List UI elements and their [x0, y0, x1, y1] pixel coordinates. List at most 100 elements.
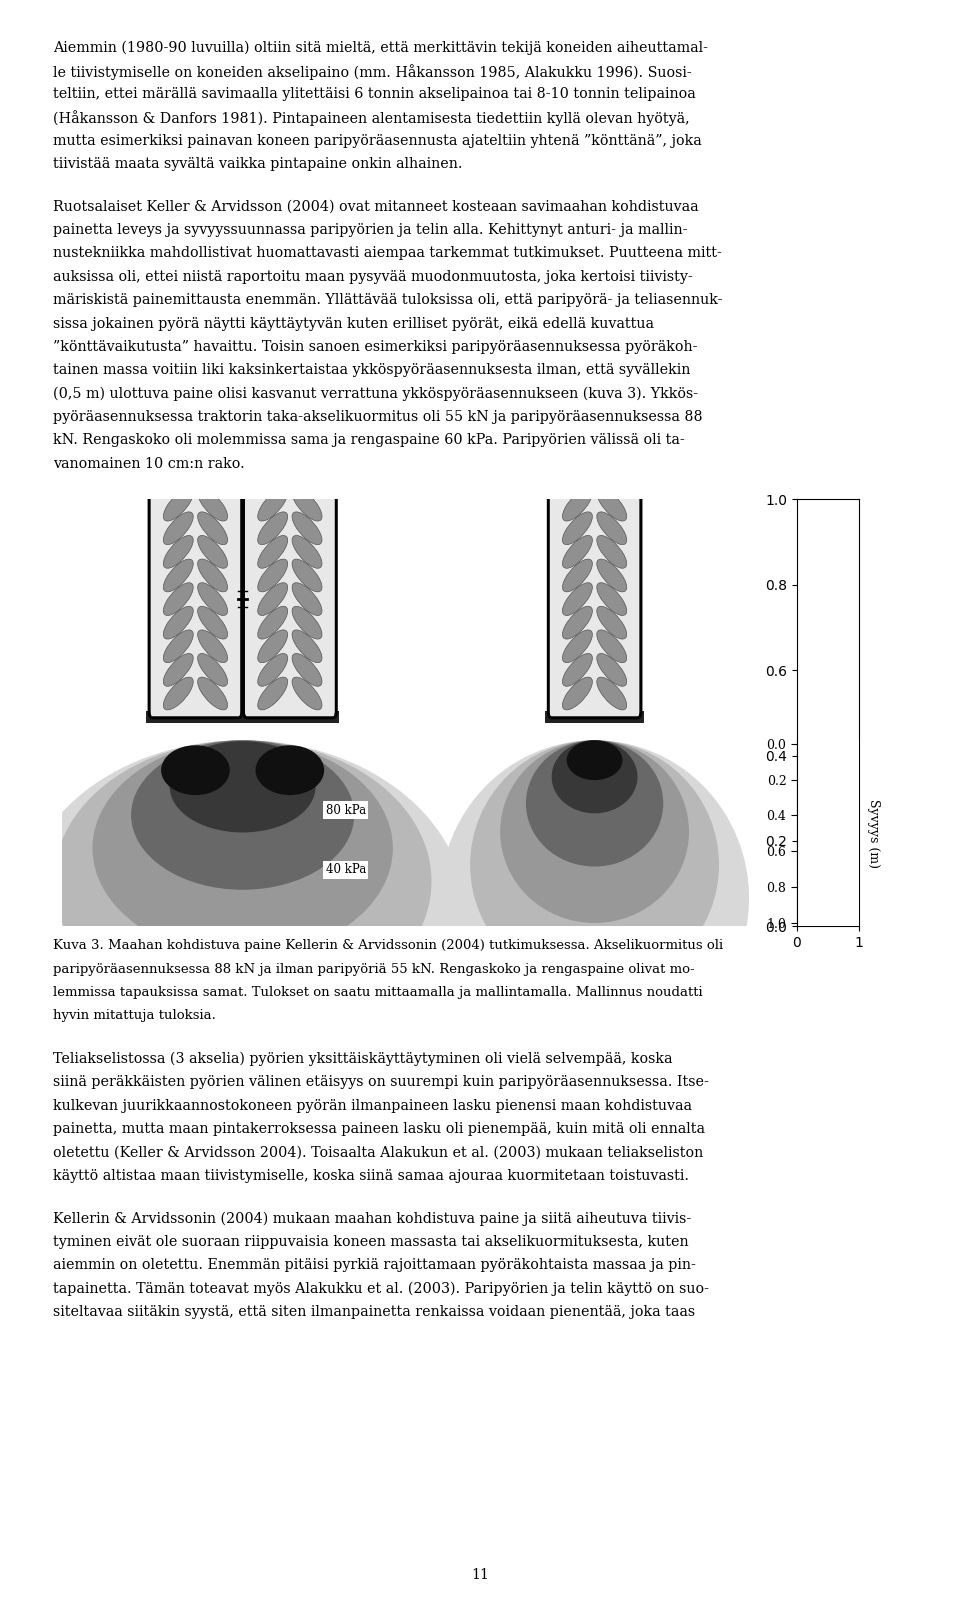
Text: Ruotsalaiset Keller & Arvidsson (2004) ovat mitanneet kosteaan savimaahan kohdis: Ruotsalaiset Keller & Arvidsson (2004) o…: [53, 200, 699, 214]
Ellipse shape: [470, 741, 719, 989]
Ellipse shape: [198, 512, 228, 545]
Ellipse shape: [597, 606, 627, 640]
Ellipse shape: [198, 654, 228, 686]
Ellipse shape: [132, 741, 354, 889]
Ellipse shape: [163, 512, 193, 545]
Ellipse shape: [597, 559, 627, 591]
Text: märiskistä painemittausta enemmän. Yllättävää tuloksissa oli, että paripyörä- ja: märiskistä painemittausta enemmän. Yllät…: [53, 293, 722, 308]
Ellipse shape: [292, 488, 322, 520]
Text: paripyöräasennuksessa 88 kN ja ilman paripyöriä 55 kN. Rengaskoko ja rengaspaine: paripyöräasennuksessa 88 kN ja ilman par…: [53, 962, 694, 976]
Ellipse shape: [292, 583, 322, 615]
Ellipse shape: [597, 488, 627, 520]
Text: Kellerin & Arvidssonin (2004) mukaan maahan kohdistuva paine ja siitä aiheutuva : Kellerin & Arvidssonin (2004) mukaan maa…: [53, 1211, 691, 1226]
Text: kN. Rengaskoko oli molemmissa sama ja rengaspaine 60 kPa. Paripyörien välissä ol: kN. Rengaskoko oli molemmissa sama ja re…: [53, 433, 684, 448]
Text: hyvin mitattuja tuloksia.: hyvin mitattuja tuloksia.: [53, 1008, 216, 1023]
Ellipse shape: [198, 535, 228, 569]
Ellipse shape: [198, 583, 228, 615]
Ellipse shape: [563, 559, 592, 591]
Ellipse shape: [563, 677, 592, 710]
Text: nustekniikka mahdollistivat huomattavasti aiempaa tarkemmat tutkimukset. Puuttee: nustekniikka mahdollistivat huomattavast…: [53, 246, 722, 261]
Ellipse shape: [597, 535, 627, 569]
Bar: [146, 710, 339, 723]
Text: auksissa oli, ettei niistä raportoitu maan pysyvää muodonmuutosta, joka kertoisi: auksissa oli, ettei niistä raportoitu ma…: [53, 269, 692, 284]
Ellipse shape: [597, 583, 627, 615]
Ellipse shape: [257, 512, 288, 545]
Text: siteltavaa siitäkin syystä, että siten ilmanpainetta renkaissa voidaan pienentää: siteltavaa siitäkin syystä, että siten i…: [53, 1305, 695, 1319]
Ellipse shape: [257, 559, 288, 591]
Ellipse shape: [54, 741, 431, 1023]
Text: aiemmin on oletettu. Enemmän pitäisi pyrkiä rajoittamaan pyöräkohtaista massaa j: aiemmin on oletettu. Enemmän pitäisi pyr…: [53, 1258, 696, 1273]
Ellipse shape: [292, 630, 322, 662]
Y-axis label: Syvyys (m): Syvyys (m): [867, 799, 880, 868]
Ellipse shape: [163, 677, 193, 710]
Ellipse shape: [257, 606, 288, 640]
Ellipse shape: [292, 606, 322, 640]
Text: painetta leveys ja syvyyssuunnassa paripyörien ja telin alla. Kehittynyt anturi-: painetta leveys ja syvyyssuunnassa parip…: [53, 222, 687, 237]
Ellipse shape: [161, 746, 229, 796]
Ellipse shape: [563, 654, 592, 686]
Ellipse shape: [563, 606, 592, 640]
Ellipse shape: [198, 559, 228, 591]
Ellipse shape: [257, 488, 288, 520]
Ellipse shape: [163, 606, 193, 640]
Ellipse shape: [292, 512, 322, 545]
Ellipse shape: [292, 559, 322, 591]
Ellipse shape: [597, 677, 627, 710]
Bar: [545, 710, 644, 723]
Ellipse shape: [563, 488, 592, 520]
Ellipse shape: [257, 677, 288, 710]
FancyBboxPatch shape: [244, 480, 336, 719]
Text: Teliakselistossa (3 akselia) pyörien yksittäiskäyttäytyminen oli vielä selvempää: Teliakselistossa (3 akselia) pyörien yks…: [53, 1052, 672, 1066]
Ellipse shape: [163, 488, 193, 520]
Ellipse shape: [163, 535, 193, 569]
Text: lemmissa tapauksissa samat. Tulokset on saatu mittaamalla ja mallintamalla. Mall: lemmissa tapauksissa samat. Tulokset on …: [53, 986, 703, 999]
Ellipse shape: [257, 654, 288, 686]
Ellipse shape: [563, 535, 592, 569]
Text: painetta, mutta maan pintakerroksessa paineen lasku oli pienempää, kuin mitä oli: painetta, mutta maan pintakerroksessa pa…: [53, 1121, 705, 1136]
Ellipse shape: [292, 677, 322, 710]
Ellipse shape: [597, 654, 627, 686]
Text: Kuva 3. Maahan kohdistuva paine Kellerin & Arvidssonin (2004) tutkimuksessa. Aks: Kuva 3. Maahan kohdistuva paine Kellerin…: [53, 939, 723, 952]
Ellipse shape: [163, 630, 193, 662]
Ellipse shape: [92, 741, 393, 957]
FancyBboxPatch shape: [149, 480, 242, 719]
Text: mutta esimerkiksi painavan koneen paripyöräasennusta ajateltiin yhtenä ”könttänä: mutta esimerkiksi painavan koneen paripy…: [53, 134, 702, 148]
Text: (0,5 m) ulottuva paine olisi kasvanut verrattuna ykköspyöräasennukseen (kuva 3).: (0,5 m) ulottuva paine olisi kasvanut ve…: [53, 387, 698, 401]
Ellipse shape: [566, 741, 622, 780]
Text: vanomainen 10 cm:n rako.: vanomainen 10 cm:n rako.: [53, 456, 245, 470]
Ellipse shape: [163, 654, 193, 686]
Text: 80 kPa: 80 kPa: [325, 804, 366, 817]
Ellipse shape: [19, 741, 466, 1089]
Text: siinä peräkkäisten pyörien välinen etäisyys on suurempi kuin paripyöräasennukses: siinä peräkkäisten pyörien välinen etäis…: [53, 1075, 708, 1089]
Ellipse shape: [563, 512, 592, 545]
Ellipse shape: [255, 746, 324, 796]
Ellipse shape: [198, 488, 228, 520]
Ellipse shape: [292, 535, 322, 569]
Ellipse shape: [292, 654, 322, 686]
Text: 40 kPa: 40 kPa: [325, 863, 366, 876]
Ellipse shape: [526, 741, 663, 867]
Text: teltiin, ettei märällä savimaalla ylitettäisi 6 tonnin akselipainoa tai 8-10 ton: teltiin, ettei märällä savimaalla ylitet…: [53, 87, 696, 101]
Ellipse shape: [257, 535, 288, 569]
Text: oletettu (Keller & Arvidsson 2004). Toisaalta Alakukun et al. (2003) mukaan teli: oletettu (Keller & Arvidsson 2004). Tois…: [53, 1145, 703, 1160]
Text: ”könttävaikutusta” havaittu. Toisin sanoen esimerkiksi paripyöräasennuksessa pyö: ”könttävaikutusta” havaittu. Toisin sano…: [53, 340, 697, 354]
Text: le tiivistymiselle on koneiden akselipaino (mm. Håkansson 1985, Alakukku 1996). : le tiivistymiselle on koneiden akselipai…: [53, 63, 691, 79]
Ellipse shape: [500, 741, 689, 923]
Ellipse shape: [198, 630, 228, 662]
Text: pyöräasennuksessa traktorin taka-akselikuormitus oli 55 kN ja paripyöräasennukse: pyöräasennuksessa traktorin taka-akselik…: [53, 409, 703, 424]
Ellipse shape: [563, 583, 592, 615]
Text: tainen massa voitiin liki kaksinkertaistaa ykköspyöräasennuksesta ilman, että sy: tainen massa voitiin liki kaksinkertaist…: [53, 362, 690, 377]
Ellipse shape: [563, 630, 592, 662]
Ellipse shape: [163, 583, 193, 615]
Text: Aiemmin (1980-90 luvuilla) oltiin sitä mieltä, että merkittävin tekijä koneiden : Aiemmin (1980-90 luvuilla) oltiin sitä m…: [53, 40, 708, 55]
Ellipse shape: [257, 583, 288, 615]
Ellipse shape: [257, 630, 288, 662]
Text: (Håkansson & Danfors 1981). Pintapaineen alentamisesta tiedettiin kyllä olevan h: (Håkansson & Danfors 1981). Pintapaineen…: [53, 110, 689, 126]
Ellipse shape: [170, 741, 316, 833]
Ellipse shape: [552, 741, 637, 814]
Text: tyminen eivät ole suoraan riippuvaisia koneen massasta tai akselikuormituksesta,: tyminen eivät ole suoraan riippuvaisia k…: [53, 1234, 688, 1249]
FancyBboxPatch shape: [548, 480, 641, 719]
Text: sissa jokainen pyörä näytti käyttäytyvän kuten erilliset pyörät, eikä edellä kuv: sissa jokainen pyörä näytti käyttäytyvän…: [53, 316, 654, 330]
Text: käyttö altistaa maan tiivistymiselle, koska siinä samaa ajouraa kuormitetaan toi: käyttö altistaa maan tiivistymiselle, ko…: [53, 1168, 688, 1182]
Ellipse shape: [597, 512, 627, 545]
